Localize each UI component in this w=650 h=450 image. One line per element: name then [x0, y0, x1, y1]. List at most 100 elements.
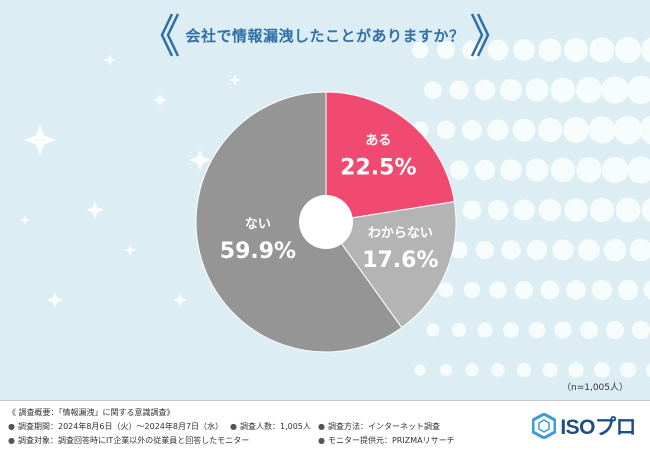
- halftone-dot: [629, 238, 650, 262]
- sparkle-icon: [153, 93, 167, 107]
- pie-slice-1: [325, 201, 457, 329]
- survey-method-text: 調査方法：インターネット調査: [327, 422, 440, 431]
- halftone-dot: [626, 75, 650, 105]
- halftone-dot: [450, 241, 468, 259]
- halftone-dot: [426, 323, 440, 337]
- halftone-dot: [462, 200, 482, 220]
- halftone-dot: [516, 362, 532, 378]
- slice-label: ない: [245, 217, 271, 232]
- sparkle-icon: [229, 74, 241, 86]
- survey-respondents: ● 調査人数：1,005人: [230, 421, 311, 432]
- halftone-dot: [463, 281, 481, 299]
- halftone-dot: [501, 240, 521, 260]
- halftone-dot: [589, 37, 615, 63]
- slice-value-label: 22.5%: [340, 156, 416, 181]
- slice-label: ある: [365, 134, 391, 149]
- halftone-dot: [594, 362, 610, 378]
- slice-label: わからない: [368, 226, 433, 241]
- sparkle-icon: [189, 149, 211, 171]
- sparkle-icon: [86, 201, 104, 219]
- logo-text: ISOプロ: [560, 416, 636, 439]
- halftone-dot: [489, 281, 507, 299]
- slice-value-label: 59.9%: [220, 239, 296, 264]
- halftone-dot: [603, 238, 627, 262]
- halftone-dot: [631, 320, 650, 340]
- halftone-dot: [525, 158, 549, 182]
- sample-size-note: （n=1,005人）: [561, 383, 628, 393]
- hexagon-logo-icon: [532, 413, 557, 439]
- halftone-dot: [588, 116, 616, 144]
- halftone-dot: [461, 119, 483, 141]
- halftone-dot: [643, 280, 650, 300]
- halftone-dot: [487, 39, 509, 61]
- halftone-dot: [601, 156, 629, 184]
- halftone-dot: [550, 157, 576, 183]
- halftone-dot: [449, 160, 469, 180]
- sparkle-icon: [47, 292, 63, 308]
- halftone-dot: [436, 120, 456, 140]
- halftone-dot: [639, 115, 650, 145]
- survey-method: ● 調査方法：インターネット調査: [318, 421, 440, 432]
- halftone-dot: [499, 78, 523, 102]
- chart-title: 会社で情報漏洩したことがありますか？: [185, 26, 465, 45]
- halftone-dot: [424, 81, 442, 99]
- halftone-dot: [514, 280, 534, 300]
- title-banner: 会社で情報漏洩したことがありますか？: [158, 10, 492, 60]
- right-chevron-bracket-icon: [470, 13, 490, 57]
- slice-value-label: 17.6%: [362, 248, 438, 273]
- halftone-dot: [537, 117, 563, 143]
- halftone-dot: [627, 156, 650, 184]
- survey-period: ● 調査期間：2024年8月6日（火）〜2024年8月7日（水）: [8, 421, 223, 432]
- pie-slice-2: [195, 91, 403, 353]
- halftone-dot: [613, 115, 643, 145]
- survey-provider: ● モニター提供元：PRIZMAリサーチ: [318, 435, 455, 446]
- survey-heading: 《 調査概要：「情報漏洩」に関する意識調査》: [8, 408, 175, 417]
- sparkle-icon: [173, 293, 187, 307]
- survey-period-text: 調査期間：2024年8月6日（火）〜2024年8月7日（水）: [17, 422, 224, 431]
- sparkle-icon: [20, 215, 30, 225]
- halftone-dot: [640, 37, 650, 63]
- pie-center-hole: [299, 195, 353, 249]
- halftone-dot: [577, 238, 601, 262]
- halftone-dot: [436, 40, 456, 60]
- halftone-dot: [601, 76, 629, 104]
- halftone-dot: [575, 76, 603, 104]
- survey-respondents-text: 調査人数：1,005人: [239, 422, 311, 431]
- halftone-dot: [563, 37, 589, 63]
- halftone-dot: [568, 362, 584, 378]
- halftone-dot: [538, 38, 562, 62]
- halftone-dot: [451, 322, 467, 338]
- halftone-dot: [474, 159, 496, 181]
- halftone-dot: [591, 279, 613, 301]
- halftone-dot: [542, 362, 558, 378]
- halftone-dot: [589, 197, 615, 223]
- halftone-dot: [540, 280, 560, 300]
- survey-target: ● 調査対象：調査回答時にIT企業以外の従業員と回答したモニター: [8, 435, 249, 446]
- bullet-icon: ●: [8, 436, 15, 445]
- halftone-dot: [500, 159, 522, 181]
- halftone-dot: [513, 39, 535, 61]
- halftone-dot: [576, 157, 602, 183]
- halftone-dot: [528, 321, 546, 339]
- bullet-icon: ●: [318, 422, 325, 431]
- survey-target-text: 調査対象：調査回答時にIT企業以外の従業員と回答したモニター: [17, 436, 250, 445]
- halftone-dot: [641, 198, 650, 222]
- halftone-dot: [449, 80, 469, 100]
- halftone-dot: [552, 239, 574, 261]
- halftone-dot: [538, 198, 562, 222]
- bullet-icon: ●: [8, 422, 15, 431]
- halftone-dot: [491, 363, 505, 377]
- sparkle-icon: [104, 54, 116, 66]
- bullet-icon: ●: [230, 422, 237, 431]
- halftone-dot: [617, 279, 639, 301]
- halftone-dot: [615, 197, 641, 223]
- halftone-dot: [438, 282, 454, 298]
- halftone-dot: [526, 239, 548, 261]
- halftone-dot: [525, 78, 549, 102]
- halftone-dot: [465, 363, 479, 377]
- halftone-dot: [554, 321, 572, 339]
- halftone-dot: [477, 322, 493, 338]
- halftone-dot: [414, 364, 426, 376]
